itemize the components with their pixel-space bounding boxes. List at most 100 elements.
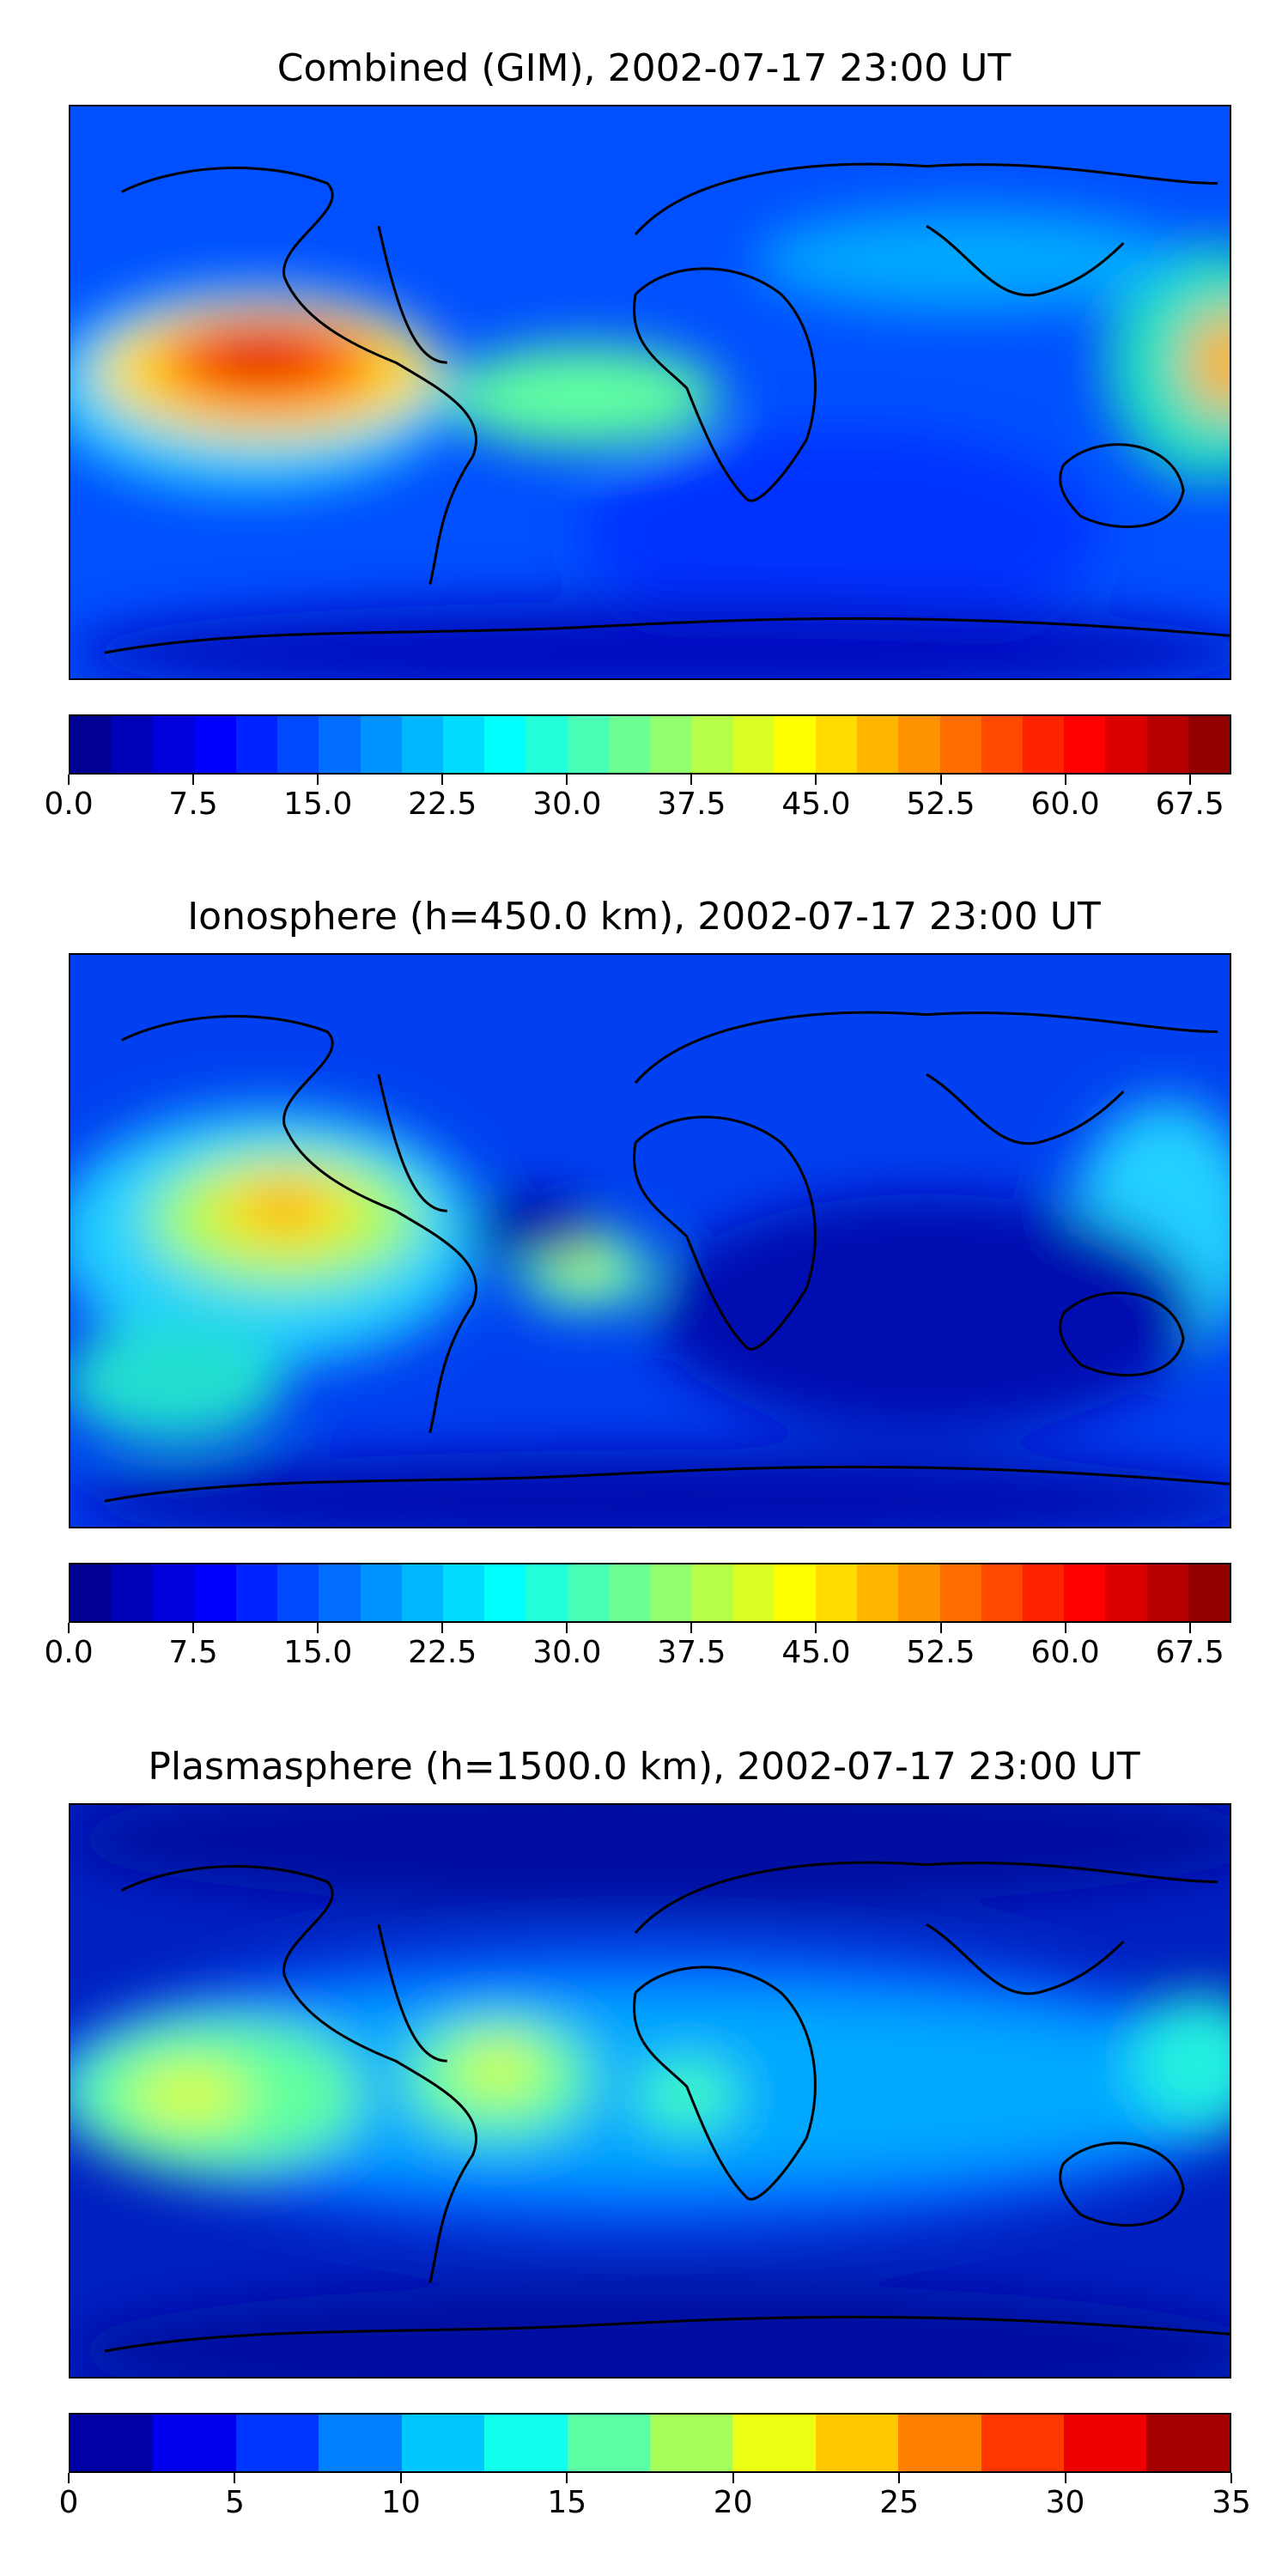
colorbar-tick-mark [939, 1623, 942, 1633]
colorbar-tick-mark [815, 1623, 817, 1633]
colorbar-segment [981, 1564, 1024, 1621]
tec-map-combined [70, 106, 1230, 678]
colorbar-segment [650, 716, 692, 773]
colorbar-segment [319, 1564, 361, 1621]
colorbar-tick-mark [566, 2473, 568, 2483]
colorbar-segment [857, 1564, 899, 1621]
colorbar-tick-label: 7.5 [168, 787, 218, 822]
colorbar-segment [815, 716, 858, 773]
colorbar-segment [70, 2415, 154, 2471]
colorbar-segment [526, 716, 568, 773]
colorbar-segment [650, 1564, 692, 1621]
colorbar-tick-mark [1188, 775, 1191, 785]
colorbar-tick-label: 22.5 [408, 1635, 477, 1670]
colorbar-tick-label: 10 [380, 2485, 421, 2520]
panel-2-colorbar [69, 1563, 1231, 1623]
colorbar-tick-label: 60.0 [1030, 1635, 1100, 1670]
colorbar-segment [153, 2415, 236, 2471]
colorbar-segment [194, 716, 236, 773]
colorbar-tick-label: 67.5 [1155, 787, 1224, 822]
panel-3-colorbar [69, 2413, 1231, 2473]
panel-2-title: Ionosphere (h=450.0 km), 2002-07-17 23:0… [187, 895, 1101, 939]
colorbar-tick-label: 5 [224, 2485, 245, 2520]
colorbar-segment [1146, 1564, 1188, 1621]
colorbar-tick-label: 15.0 [283, 1635, 353, 1670]
colorbar-segment [112, 716, 154, 773]
colorbar-segment [360, 1564, 402, 1621]
colorbar-segment [732, 1564, 775, 1621]
colorbar-segment [981, 716, 1024, 773]
colorbar-segment [691, 716, 733, 773]
colorbar-tick-label: 20 [713, 2485, 753, 2520]
colorbar-tick-label: 67.5 [1155, 1635, 1224, 1670]
colorbar-tick-label: 0.0 [44, 1635, 94, 1670]
colorbar-tick-label: 0.0 [44, 787, 94, 822]
panel-1-title: Combined (GIM), 2002-07-17 23:00 UT [276, 46, 1012, 90]
panel-1-map [69, 105, 1231, 680]
colorbar-segment [732, 2415, 816, 2471]
colorbar-segment [567, 1564, 609, 1621]
colorbar-segment [1023, 1564, 1065, 1621]
colorbar-tick-mark [192, 775, 195, 785]
colorbar-segment [649, 2415, 733, 2471]
colorbar-segment [235, 1564, 278, 1621]
panel-1-colorbar-ticks: 0.0 7.5 15.0 22.5 30.0 37.5 45.0 52.5 60.0 67.5 [44, 775, 1231, 826]
colorbar-segment [319, 2415, 402, 2471]
colorbar-tick-label: 15.0 [283, 787, 353, 822]
panel-3-title: Plasmasphere (h=1500.0 km), 2002-07-17 2… [148, 1745, 1140, 1789]
colorbar-segment [939, 1564, 981, 1621]
colorbar-tick-label: 60.0 [1030, 787, 1100, 822]
colorbar-tick-mark [566, 775, 568, 785]
colorbar-segment [898, 716, 940, 773]
colorbar-tick-label: 45.0 [781, 787, 851, 822]
colorbar-tick-mark [317, 775, 319, 785]
panel-2-map [69, 953, 1231, 1528]
colorbar-segment [1146, 716, 1188, 773]
colorbar-segment [526, 1564, 568, 1621]
colorbar-segment [939, 716, 981, 773]
colorbar-tick-label: 22.5 [408, 787, 477, 822]
colorbar-tick-mark [68, 775, 70, 785]
colorbar-tick-mark [939, 775, 942, 785]
colorbar-tick-mark [815, 775, 817, 785]
colorbar-segment [401, 2415, 485, 2471]
colorbar-tick-label: 45.0 [781, 1635, 851, 1670]
colorbar-segment [442, 716, 485, 773]
panel-1-colorbar [69, 714, 1231, 775]
colorbar-segment [1188, 716, 1230, 773]
colorbar-segment [153, 1564, 195, 1621]
colorbar-segment [484, 2415, 568, 2471]
colorbar-tick-mark [68, 2473, 70, 2483]
colorbar-segment [774, 716, 816, 773]
colorbar-tick-mark [317, 1623, 319, 1633]
colorbar-segment [360, 716, 402, 773]
colorbar-segment [194, 1564, 236, 1621]
colorbar-tick-mark [898, 2473, 901, 2483]
colorbar-segment [1064, 716, 1106, 773]
colorbar-segment [484, 1564, 526, 1621]
colorbar-tick-label: 7.5 [168, 1635, 218, 1670]
colorbar-segment [567, 716, 609, 773]
colorbar-segment [1064, 1564, 1106, 1621]
colorbar-tick-mark [690, 775, 693, 785]
colorbar-segment [484, 716, 526, 773]
colorbar-tick-mark [68, 1623, 70, 1633]
tec-map-ionosphere [70, 955, 1230, 1527]
panel-3-map [69, 1803, 1231, 2379]
colorbar-tick-mark [1064, 2473, 1066, 2483]
colorbar-segment [277, 1564, 319, 1621]
colorbar-tick-mark [566, 1623, 568, 1633]
colorbar-tick-label: 37.5 [657, 1635, 726, 1670]
colorbar-tick-label: 25 [879, 2485, 920, 2520]
colorbar-segment [153, 716, 195, 773]
colorbar-segment [1023, 716, 1065, 773]
colorbar-tick-label: 30 [1045, 2485, 1085, 2520]
panel-2-colorbar-ticks: 0.0 7.5 15.0 22.5 30.0 37.5 45.0 52.5 60.0 67.5 [44, 1623, 1231, 1674]
colorbar-segment [1105, 1564, 1147, 1621]
colorbar-tick-label: 37.5 [657, 787, 726, 822]
colorbar-tick-mark [441, 775, 444, 785]
colorbar-segment [898, 2415, 981, 2471]
colorbar-segment [898, 1564, 940, 1621]
colorbar-segment [112, 1564, 154, 1621]
colorbar-segment [1188, 1564, 1230, 1621]
